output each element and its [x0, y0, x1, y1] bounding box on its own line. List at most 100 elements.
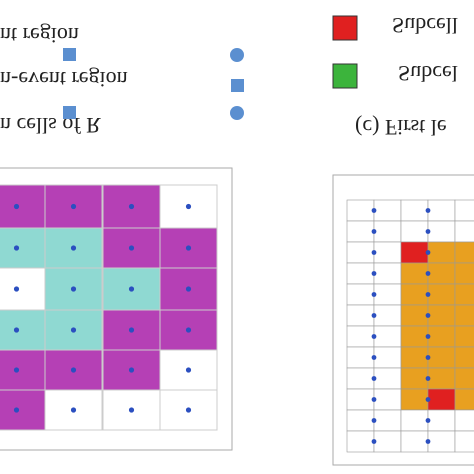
cell — [454, 220, 474, 243]
cell — [400, 388, 429, 411]
dot — [185, 286, 192, 292]
cell — [346, 367, 375, 390]
dot — [70, 367, 77, 373]
cell — [400, 262, 429, 285]
cell — [373, 283, 402, 306]
legend: nt region n-event region n cells of R Su… — [0, 13, 458, 140]
dot — [70, 327, 77, 333]
dot — [371, 229, 377, 234]
cell — [346, 430, 375, 453]
cell — [400, 283, 429, 306]
cell — [373, 388, 402, 411]
dot — [70, 245, 77, 251]
dot — [371, 208, 377, 213]
dot — [425, 292, 431, 297]
dot — [371, 334, 377, 339]
cell — [346, 220, 375, 243]
dot — [70, 203, 77, 210]
cell — [373, 325, 402, 348]
cell — [454, 409, 474, 432]
frame — [332, 174, 474, 466]
cell — [373, 409, 402, 432]
cell — [373, 262, 402, 285]
cell — [44, 389, 103, 431]
cell — [427, 199, 456, 222]
legend-text: n cells of R — [0, 113, 101, 138]
cell — [0, 389, 46, 431]
legend-circle — [230, 106, 244, 120]
dot — [13, 203, 20, 210]
cell — [373, 346, 402, 369]
cell — [454, 430, 474, 453]
legend-text: nt region — [0, 23, 79, 48]
dot — [425, 376, 431, 381]
dot — [185, 367, 192, 373]
cell — [400, 325, 429, 348]
dot — [128, 245, 135, 251]
cell — [454, 346, 474, 369]
cell — [346, 325, 375, 348]
right-grid — [332, 174, 474, 466]
legend-text: Subcel — [398, 61, 458, 86]
cell — [454, 304, 474, 327]
dot — [425, 397, 431, 402]
cell — [454, 199, 474, 222]
cell — [400, 241, 429, 264]
cell — [454, 388, 474, 411]
dot — [128, 407, 135, 413]
frame — [0, 167, 233, 451]
cell — [346, 346, 375, 369]
left-grid — [0, 167, 233, 451]
cell — [427, 220, 456, 243]
dot — [185, 245, 192, 251]
cell — [427, 325, 456, 348]
cell — [427, 388, 456, 411]
cell — [346, 388, 375, 411]
cell — [400, 367, 429, 390]
dot — [425, 208, 431, 213]
cell — [400, 220, 429, 243]
cell — [373, 304, 402, 327]
cell — [427, 304, 456, 327]
dot — [371, 292, 377, 297]
cell — [44, 349, 103, 391]
dot — [128, 286, 135, 292]
dot — [13, 286, 20, 292]
cell — [373, 241, 402, 264]
cell — [373, 430, 402, 453]
legend-red — [332, 15, 358, 41]
legend-square — [63, 48, 76, 61]
cell — [0, 309, 46, 351]
cell — [427, 346, 456, 369]
legend-green — [332, 63, 358, 89]
cell — [427, 367, 456, 390]
cell — [427, 409, 456, 432]
dot — [371, 439, 377, 444]
cell — [373, 220, 402, 243]
dot — [185, 407, 192, 413]
legend-circle — [230, 48, 244, 62]
cell — [454, 283, 474, 306]
dot — [13, 245, 20, 251]
dot — [371, 355, 377, 360]
cell — [346, 241, 375, 264]
dot — [13, 367, 20, 373]
cell — [346, 199, 375, 222]
dot — [371, 250, 377, 255]
cell — [346, 283, 375, 306]
cell — [400, 199, 429, 222]
dot — [128, 327, 135, 333]
cell — [427, 241, 456, 264]
cell — [454, 367, 474, 390]
dot — [425, 439, 431, 444]
cell — [346, 262, 375, 285]
dot — [371, 313, 377, 318]
dot — [185, 203, 192, 210]
cell — [427, 262, 456, 285]
cell — [400, 346, 429, 369]
dot — [425, 334, 431, 339]
cell — [427, 430, 456, 453]
cell — [400, 430, 429, 453]
dot — [371, 397, 377, 402]
